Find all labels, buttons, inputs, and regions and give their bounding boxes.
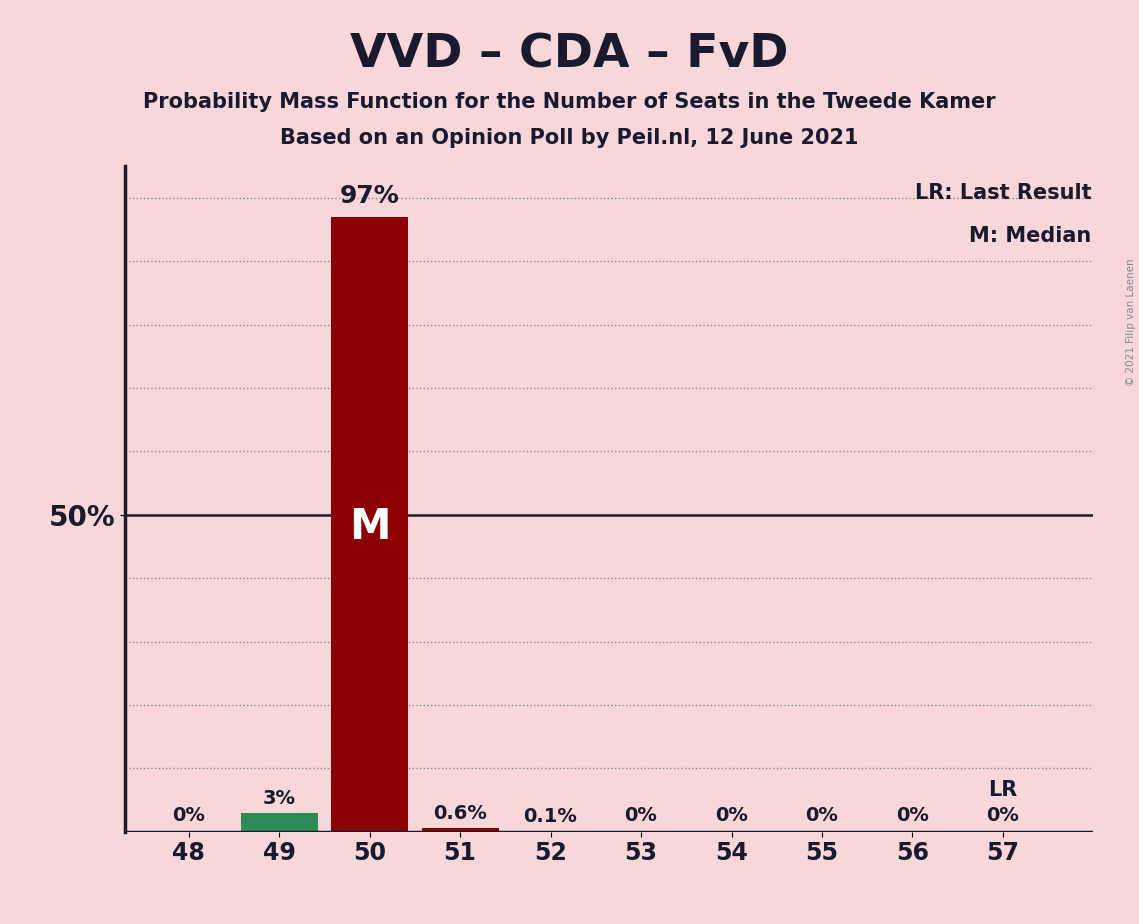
Text: VVD – CDA – FvD: VVD – CDA – FvD [351, 32, 788, 78]
Text: 0%: 0% [624, 807, 657, 825]
Text: M: M [349, 506, 391, 549]
Text: LR: LR [989, 780, 1017, 800]
Text: Based on an Opinion Poll by Peil.nl, 12 June 2021: Based on an Opinion Poll by Peil.nl, 12 … [280, 128, 859, 148]
Text: 0%: 0% [805, 807, 838, 825]
Text: Probability Mass Function for the Number of Seats in the Tweede Kamer: Probability Mass Function for the Number… [144, 92, 995, 113]
Text: © 2021 Filip van Laenen: © 2021 Filip van Laenen [1126, 259, 1136, 386]
Text: 0%: 0% [896, 807, 929, 825]
Text: 3%: 3% [263, 788, 296, 808]
Text: M: Median: M: Median [969, 226, 1091, 246]
Text: 0.1%: 0.1% [524, 807, 577, 826]
Bar [240, 812, 318, 832]
Text: LR: Last Result: LR: Last Result [915, 183, 1091, 203]
Text: 0%: 0% [986, 807, 1019, 825]
Text: 0.6%: 0.6% [433, 804, 487, 822]
Bar [331, 217, 408, 832]
Bar [421, 828, 499, 832]
Text: 97%: 97% [339, 184, 400, 208]
Text: 0%: 0% [715, 807, 748, 825]
Text: 0%: 0% [172, 807, 205, 825]
